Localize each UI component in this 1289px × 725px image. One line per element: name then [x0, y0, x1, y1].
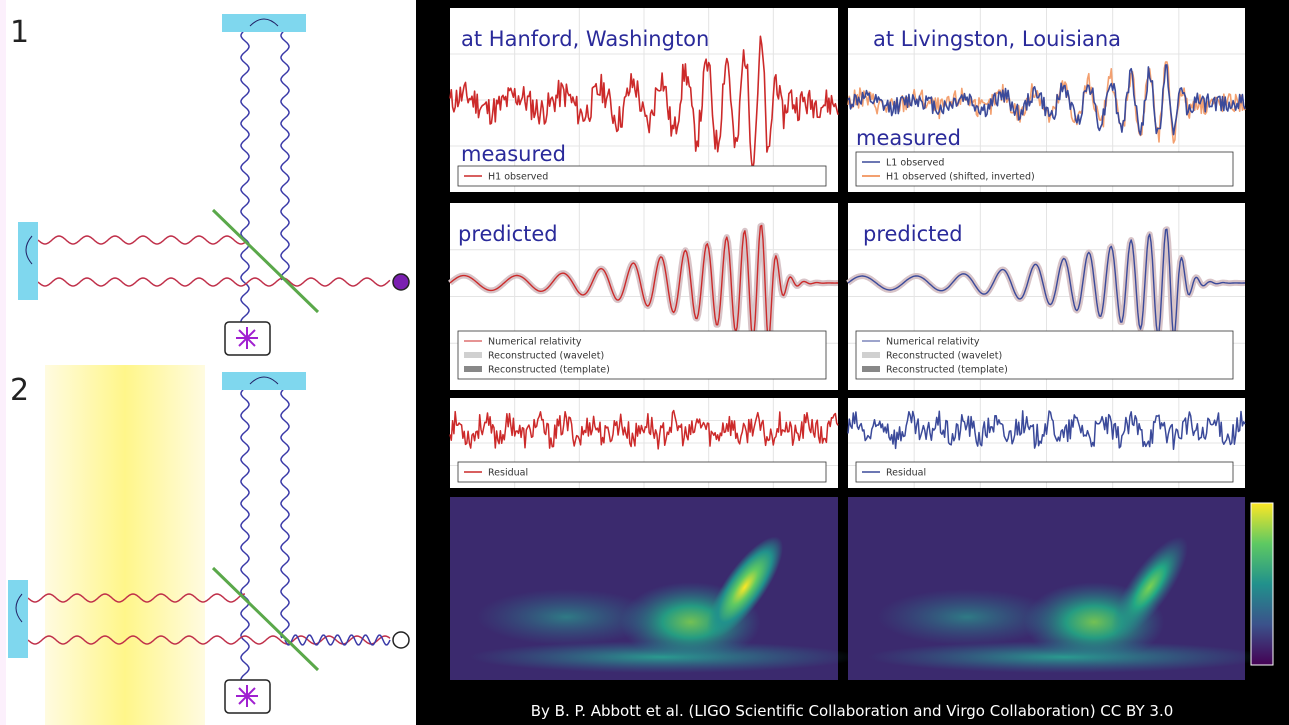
- legend-box: [855, 461, 1234, 483]
- legend-label: Reconstructed (template): [886, 365, 1008, 376]
- arrow: [249, 18, 279, 27]
- panel-label: 2: [10, 373, 29, 408]
- beam: [37, 277, 391, 287]
- arrow: [15, 593, 23, 623]
- legend-label: H1 observed (shifted, inverted): [886, 172, 1035, 183]
- waveform: [449, 409, 839, 450]
- credit: By B. P. Abbott et al. (LIGO Scientific …: [531, 702, 1174, 720]
- row-label: measured: [461, 142, 566, 166]
- row-label: measured: [856, 126, 961, 150]
- legend-box: [457, 461, 827, 483]
- mirror: [18, 222, 38, 300]
- mirror: [8, 580, 28, 658]
- waveform: [847, 64, 1246, 136]
- legend-box: [457, 165, 827, 187]
- panel-label: 1: [10, 15, 29, 50]
- spec-band: [1111, 536, 1188, 638]
- beam: [27, 593, 246, 603]
- waveform: [449, 35, 839, 172]
- detector: [392, 273, 410, 291]
- row-label: predicted: [863, 222, 963, 246]
- plots: at Hanford, Washington measured H1 observe…: [448, 8, 1274, 680]
- legend-label: H1 observed: [488, 172, 548, 183]
- panel-title: at Hanford, Washington: [461, 27, 709, 51]
- spec-band: [877, 589, 1058, 645]
- wave-band: [45, 365, 205, 725]
- legend-box: [855, 151, 1234, 187]
- beam-splitter: [211, 566, 320, 672]
- arrow: [25, 235, 33, 265]
- legend-box: [457, 330, 827, 380]
- beam: [240, 387, 250, 680]
- spec-band: [476, 589, 657, 645]
- legend-box: [855, 330, 1234, 380]
- legend-label: L1 observed: [886, 158, 944, 169]
- waveform: [847, 410, 1246, 451]
- beam: [280, 387, 290, 639]
- legend-label: Reconstructed (wavelet): [886, 351, 1002, 362]
- laser-star: [236, 327, 258, 349]
- row-label: predicted: [458, 222, 558, 246]
- mirror: [222, 14, 306, 32]
- legend-label: Residual: [886, 468, 926, 479]
- legend-label: Numerical relativity: [886, 337, 980, 348]
- panel-title: at Livingston, Louisiana: [873, 27, 1121, 51]
- waveform: [449, 224, 838, 343]
- legend-label: Residual: [488, 468, 528, 479]
- interferometers: [8, 14, 410, 714]
- spec-band: [706, 536, 783, 638]
- column: at Livingston, Louisiana measured L1 obser…: [846, 8, 1265, 680]
- legend-label: Numerical relativity: [488, 337, 582, 348]
- column: at Hanford, Washington measured H1 observe…: [448, 8, 858, 680]
- mirror: [222, 372, 306, 390]
- legend-label: Reconstructed (template): [488, 365, 610, 376]
- arrow: [249, 376, 279, 385]
- beam: [37, 235, 246, 245]
- waveform: [847, 228, 1245, 340]
- colorbar: [1250, 502, 1274, 666]
- beam: [240, 29, 250, 322]
- laser-star: [236, 685, 258, 707]
- beam: [27, 635, 391, 645]
- beam-splitter: [211, 208, 320, 314]
- beam: [280, 29, 290, 281]
- detector: [392, 631, 410, 649]
- beam: [284, 634, 391, 646]
- legend-label: Reconstructed (wavelet): [488, 351, 604, 362]
